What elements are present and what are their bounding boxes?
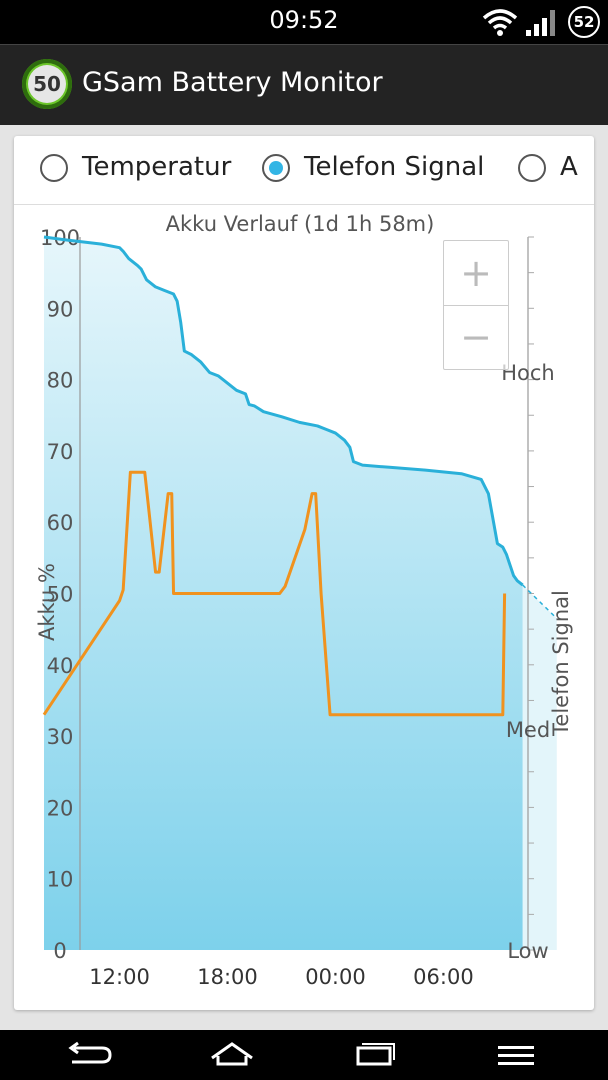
y2-tick-label: Med: [506, 718, 550, 742]
x-tick-label: 18:00: [197, 965, 258, 989]
zoom-out-button[interactable]: −: [460, 315, 492, 359]
status-time: 09:52: [269, 6, 339, 34]
battery-icon: 52: [568, 6, 600, 38]
app-logo[interactable]: 50: [22, 59, 72, 109]
y2-tick-label: Hoch: [501, 361, 555, 385]
back-icon[interactable]: [60, 1038, 120, 1072]
app-title: GSam Battery Monitor: [82, 67, 383, 98]
action-bar: 50 GSam Battery Monitor: [0, 44, 608, 125]
y-tick-label: 90: [47, 297, 74, 321]
radio-label: Telefon Signal: [304, 152, 485, 182]
app-logo-value: 50: [28, 65, 66, 103]
radio-button-icon: [518, 154, 546, 182]
battery-area: [44, 237, 523, 950]
y-tick-label: 0: [53, 939, 66, 963]
signal-series-line: [42, 470, 507, 717]
chart-type-selector: Temperatur Telefon Signal A: [14, 136, 594, 205]
radio-label: A: [560, 152, 578, 182]
radio-label: Temperatur: [82, 152, 232, 182]
y-tick-label: 10: [47, 868, 74, 892]
y-tick-label: 80: [47, 369, 74, 393]
x-tick-label: 06:00: [413, 965, 474, 989]
y-tick-label: 40: [47, 654, 74, 678]
x-tick-label: 00:00: [305, 965, 366, 989]
menu-icon[interactable]: [486, 1038, 546, 1072]
zoom-controls: + −: [443, 240, 509, 370]
status-bar: 09:52 52: [0, 0, 608, 44]
wifi-icon: [482, 9, 518, 36]
radio-button-icon: [40, 154, 68, 182]
y-tick-label: 70: [47, 440, 74, 464]
y-tick-label: 30: [47, 725, 74, 749]
chart-card: Temperatur Telefon Signal A 100 90 80 70 60 5…: [14, 136, 594, 1010]
zoom-in-button[interactable]: +: [444, 241, 508, 306]
recents-icon[interactable]: [344, 1038, 404, 1072]
y-axis-label: Akku %: [35, 563, 59, 641]
battery-series-line: [43, 235, 524, 587]
projection-area: [522, 584, 557, 950]
y-tick-label: 50: [47, 583, 74, 607]
y2-axis-label: Telefon Signal: [549, 590, 573, 737]
chart-title: Akku Verlauf (1d 1h 58m): [166, 212, 435, 236]
y-tick-label: 60: [47, 511, 74, 535]
home-icon[interactable]: [202, 1038, 262, 1072]
signal-icon: [526, 10, 555, 36]
y2-tick-label: Low: [507, 939, 548, 963]
y-tick-label: 20: [47, 796, 74, 820]
radio-button-icon: [262, 154, 290, 182]
navigation-bar: [0, 1030, 608, 1080]
x-tick-label: 12:00: [89, 965, 150, 989]
